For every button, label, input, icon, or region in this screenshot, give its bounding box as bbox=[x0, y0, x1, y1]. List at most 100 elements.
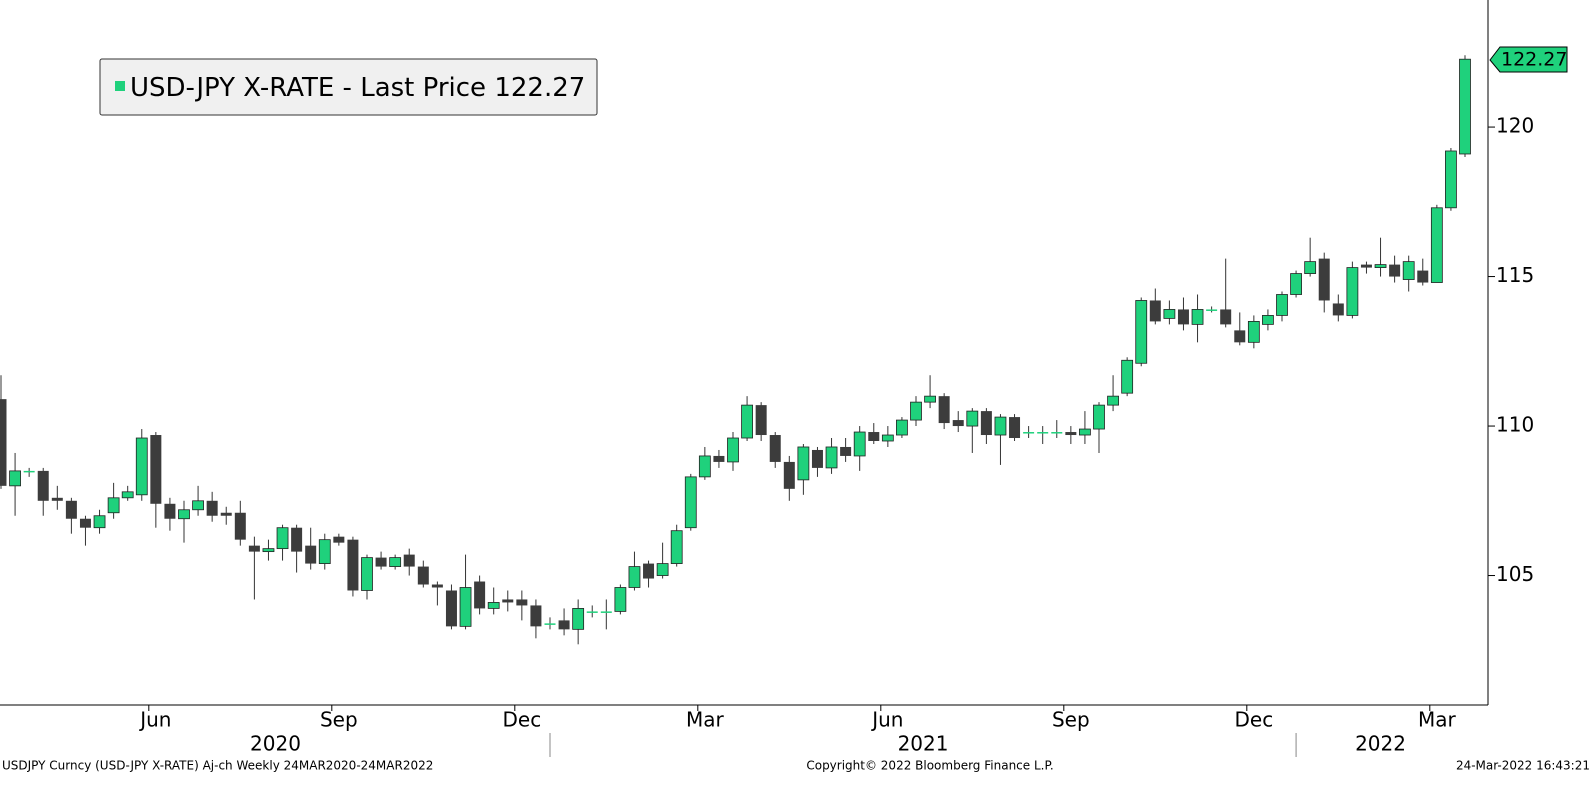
last-price-tag-shape bbox=[1489, 46, 1568, 73]
candle-body bbox=[840, 446, 852, 456]
y-tick-label: 115 bbox=[1496, 263, 1534, 287]
candle-body bbox=[1065, 432, 1077, 436]
candle-body bbox=[1374, 264, 1387, 268]
candle-body bbox=[896, 419, 908, 436]
candle-body bbox=[881, 434, 894, 442]
legend-last-price: 122.27 bbox=[494, 73, 585, 103]
candle-body bbox=[276, 527, 289, 550]
candle-body bbox=[361, 557, 373, 591]
candle-body bbox=[389, 557, 402, 567]
candle-body bbox=[1318, 258, 1330, 301]
candle-body bbox=[628, 566, 641, 588]
candle-body bbox=[656, 563, 669, 576]
year-label: 2020 bbox=[250, 732, 301, 756]
candle-body bbox=[375, 557, 387, 567]
candle-body bbox=[51, 497, 63, 501]
candle-body bbox=[1163, 309, 1176, 319]
legend-name: USD-JPY X-RATE - Last Price bbox=[130, 73, 486, 103]
y-tick-label: 120 bbox=[1496, 114, 1534, 138]
x-tick-label: Mar bbox=[1418, 708, 1457, 732]
candle-body bbox=[1276, 294, 1288, 316]
candle-body bbox=[333, 536, 345, 543]
candle-body bbox=[474, 581, 486, 609]
y-tick-label: 105 bbox=[1496, 562, 1534, 586]
candle-body bbox=[93, 515, 106, 529]
candle-body bbox=[1135, 300, 1148, 364]
candle-body bbox=[1023, 432, 1035, 434]
year-label: 2021 bbox=[898, 732, 949, 756]
x-tick-label: Jun bbox=[870, 708, 903, 732]
candle-body bbox=[811, 449, 823, 468]
candle-body bbox=[769, 435, 781, 462]
candle-body bbox=[1107, 395, 1119, 406]
candle-body bbox=[192, 500, 204, 511]
candle-body bbox=[291, 527, 303, 552]
candle-body bbox=[1402, 261, 1415, 280]
candle-body bbox=[825, 446, 838, 469]
candle-body bbox=[1459, 58, 1471, 155]
candle-body bbox=[1093, 404, 1105, 430]
candle-body bbox=[868, 432, 880, 441]
y-tick-label: 110 bbox=[1496, 413, 1534, 437]
candle-body bbox=[853, 431, 866, 457]
x-tick-label: Dec bbox=[502, 708, 541, 732]
candle-body bbox=[65, 500, 77, 519]
candle-body bbox=[516, 599, 528, 606]
candle-body bbox=[107, 497, 120, 514]
candle-body bbox=[431, 584, 443, 588]
candle-body bbox=[938, 396, 950, 424]
legend-box bbox=[99, 58, 598, 116]
candle-body bbox=[0, 399, 7, 486]
year-label: 2022 bbox=[1355, 732, 1406, 756]
last-price-tag: 122.27 bbox=[1489, 46, 1568, 73]
candle-body bbox=[234, 512, 246, 540]
candle-body bbox=[1234, 330, 1246, 343]
x-tick-label: Mar bbox=[686, 708, 725, 732]
legend: USD-JPY X-RATE - Last Price 122.27 bbox=[99, 58, 598, 116]
candle-body bbox=[1177, 309, 1189, 325]
candle-body bbox=[910, 401, 922, 421]
candle-body bbox=[502, 599, 514, 603]
candle-body bbox=[643, 563, 655, 579]
candle-body bbox=[1206, 309, 1218, 311]
candle-body bbox=[9, 470, 21, 487]
candle-body bbox=[966, 410, 979, 427]
candle-body bbox=[698, 455, 711, 478]
candle-body bbox=[586, 611, 598, 613]
candle-body bbox=[797, 446, 810, 481]
candle-body bbox=[1332, 303, 1344, 316]
candle-body bbox=[1121, 359, 1134, 394]
candle-body bbox=[572, 608, 585, 630]
candle-body bbox=[206, 500, 218, 516]
x-tick-label: Sep bbox=[1052, 708, 1090, 732]
candle-body bbox=[1009, 417, 1021, 439]
candle-body bbox=[952, 420, 964, 427]
candle-body bbox=[600, 611, 612, 613]
candle-body bbox=[121, 491, 134, 499]
footer-right: 24-Mar-2022 16:43:21 bbox=[1456, 759, 1590, 773]
x-tick-label: Dec bbox=[1234, 708, 1273, 732]
candle-body bbox=[347, 539, 359, 591]
candle-body bbox=[305, 545, 317, 564]
candle-body bbox=[1417, 270, 1429, 283]
candle-body bbox=[178, 509, 190, 520]
candle-body bbox=[1079, 428, 1091, 436]
candle-body bbox=[727, 437, 739, 463]
candle-body bbox=[1220, 309, 1232, 325]
candle-body bbox=[417, 566, 429, 585]
legend-label: USD-JPY X-RATE - Last Price 122.27 bbox=[130, 73, 585, 103]
candle-body bbox=[614, 587, 627, 612]
footer-center: Copyright© 2022 Bloomberg Finance L.P. bbox=[806, 759, 1053, 773]
candle-body bbox=[1389, 264, 1401, 277]
candle-body bbox=[558, 620, 570, 630]
candle-body bbox=[445, 590, 457, 627]
footer-left: USDJPY Curncy (USD-JPY X-RATE) Aj-ch Wee… bbox=[2, 759, 433, 773]
candle-body bbox=[459, 587, 472, 627]
candle-body bbox=[1262, 315, 1274, 325]
candle-body bbox=[248, 545, 260, 552]
last-price-tag-label: 122.27 bbox=[1501, 49, 1567, 71]
candle-body bbox=[1149, 300, 1161, 322]
candle-body bbox=[220, 512, 232, 516]
candle-body bbox=[79, 518, 91, 528]
